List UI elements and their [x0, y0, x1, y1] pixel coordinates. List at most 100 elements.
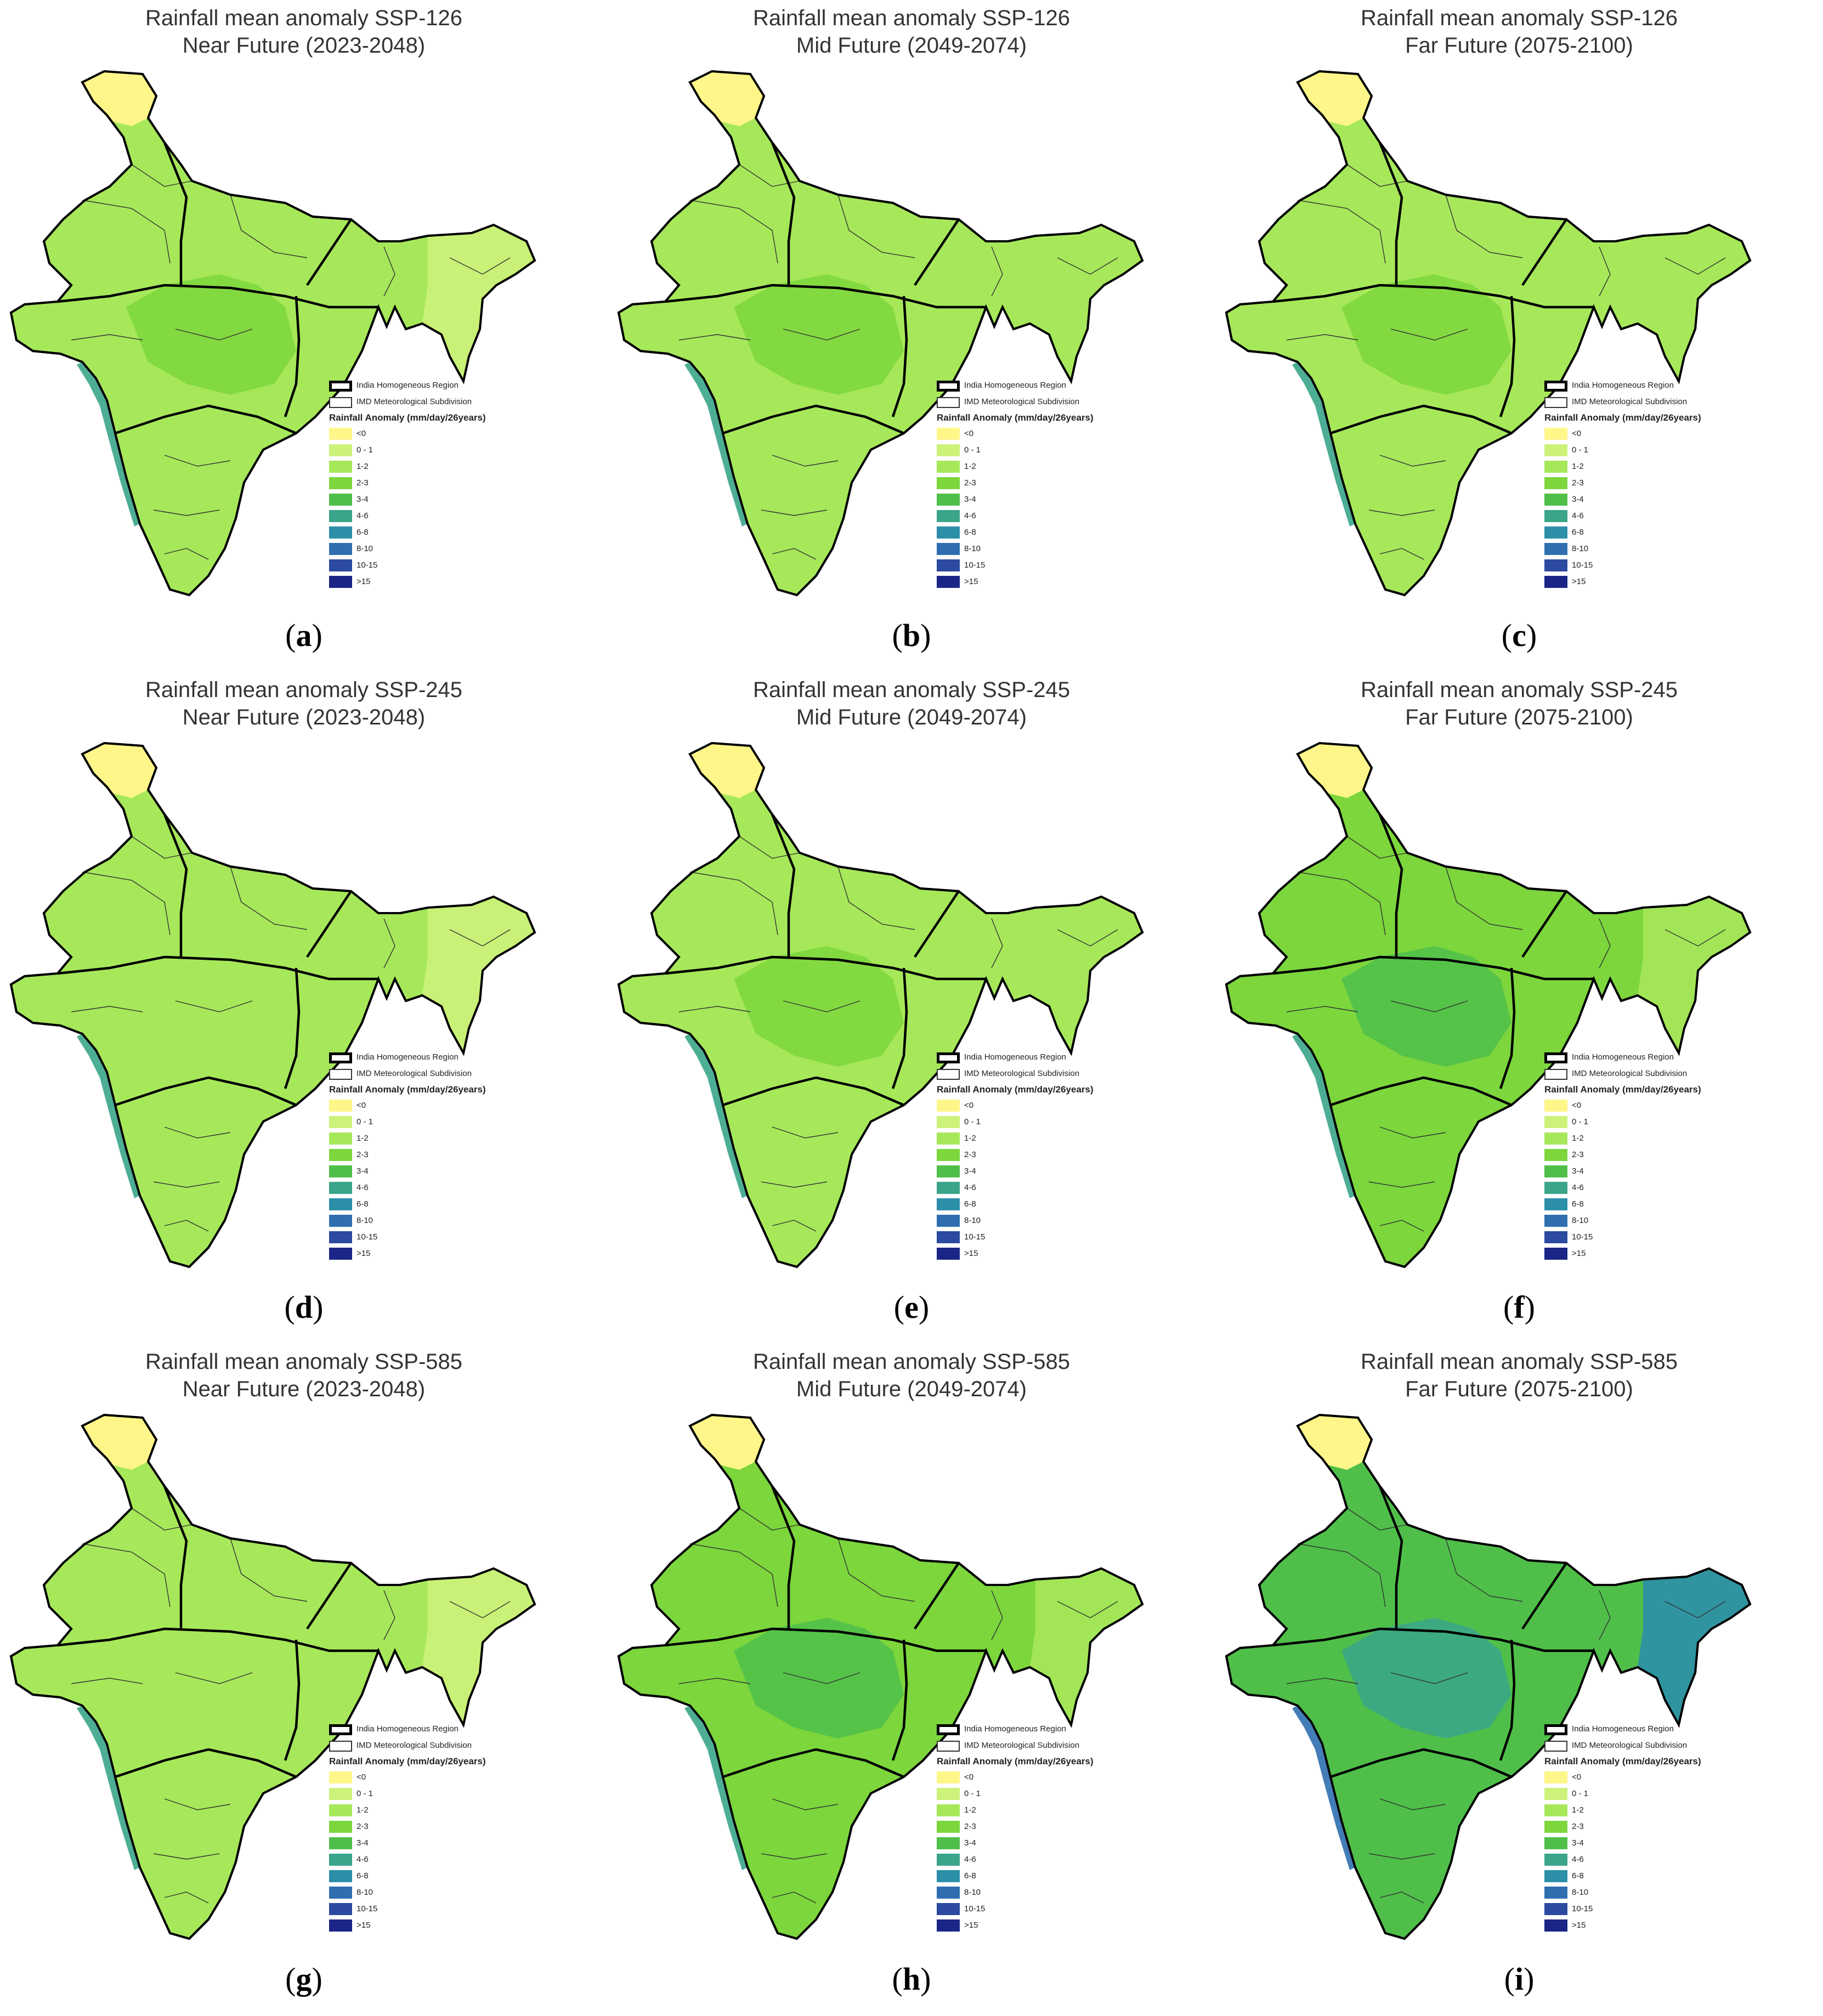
india-map-f — [1225, 741, 1752, 1269]
legend-class: 8-10 — [329, 541, 526, 557]
homogeneous-region-boundary — [1272, 1627, 1594, 1652]
legend-swatch — [1544, 543, 1567, 555]
legend-swatch — [329, 526, 352, 539]
legend-class: 0 - 1 — [937, 1786, 1134, 1802]
subdivision-boundary — [1599, 918, 1611, 969]
panel-title-line2: Far Future (2075-2100) — [1405, 1377, 1633, 1401]
legend-class-label: 6-8 — [356, 528, 369, 537]
legend-class: <0 — [937, 1097, 1134, 1114]
panel-title: Rainfall mean anomaly SSP-126 Mid Future … — [608, 4, 1215, 59]
subdivision-boundary — [991, 246, 1003, 297]
subdivision-boundary — [1057, 929, 1118, 947]
caption-open-paren: ( — [1504, 1961, 1515, 1997]
legend-swatch — [329, 428, 352, 440]
legend-class-label: 6-8 — [356, 1199, 369, 1209]
legend-class: >15 — [937, 1917, 1134, 1934]
subdivision-boundary — [1297, 1543, 1386, 1607]
subdivision-boundary — [131, 1508, 193, 1531]
northeast-anomaly — [1030, 1568, 1142, 1725]
legend-class-label: 0 - 1 — [1572, 445, 1589, 455]
map-legend: India Homogeneous Region IMD Meteorologic… — [937, 1721, 1134, 1934]
subdivision-boundary — [82, 871, 171, 936]
caption-letter: e — [904, 1289, 919, 1325]
legend-class-label: 0 - 1 — [356, 445, 373, 455]
legend-class: 1-2 — [937, 1130, 1134, 1147]
panel-title-line1: Rainfall mean anomaly SSP-126 — [752, 6, 1071, 30]
legend-swatch — [1544, 1215, 1567, 1227]
northeast-anomaly — [1030, 897, 1142, 1053]
legend-class-label: <0 — [964, 429, 974, 438]
northeast-anomaly — [1030, 225, 1142, 381]
legend-class: 2-3 — [937, 1147, 1134, 1163]
legend-class-label: 0 - 1 — [356, 1789, 373, 1798]
legend-swatch — [937, 1198, 960, 1210]
legend-class-label: 2-3 — [1572, 478, 1584, 488]
subdivision-boundary — [164, 548, 209, 560]
legend-class: 4-6 — [937, 508, 1134, 524]
map-panel-b: Rainfall mean anomaly SSP-126 Mid Future … — [608, 0, 1215, 672]
subdivision-boundary — [230, 866, 308, 930]
panel-title-line1: Rainfall mean anomaly SSP-245 — [145, 678, 463, 702]
legend-swatch — [937, 1903, 960, 1915]
northeast-anomaly — [422, 897, 535, 1053]
legend-class-label: 4-6 — [356, 1855, 369, 1864]
legend-swatch — [937, 1821, 960, 1833]
homogeneous-region-boundary — [914, 1562, 960, 1630]
legend-class: >15 — [329, 574, 526, 590]
legend-class-label: 0 - 1 — [1572, 1789, 1589, 1798]
legend-class: 10-15 — [1544, 1229, 1742, 1245]
subdivision-boundary — [1346, 836, 1408, 859]
legend-class-label: 6-8 — [964, 528, 976, 537]
legend-swatch — [937, 461, 960, 473]
legend-class: 0 - 1 — [1544, 1114, 1742, 1130]
central-india-anomaly — [126, 274, 296, 395]
legend-class-label: 4-6 — [1572, 511, 1584, 520]
region-boundary-swatch — [1544, 1724, 1567, 1735]
legend-swatch — [329, 1165, 352, 1177]
legend-swatch — [937, 1248, 960, 1260]
map-legend: India Homogeneous Region IMD Meteorologic… — [937, 1049, 1134, 1262]
subdivision-boundary — [71, 334, 143, 341]
legend-class-label: <0 — [356, 1101, 366, 1110]
legend-region-line: India Homogeneous Region — [329, 377, 526, 394]
subdivision-boundary — [1379, 1220, 1424, 1232]
legend-swatch — [1544, 1854, 1567, 1866]
legend-class: <0 — [1544, 1769, 1742, 1786]
homogeneous-region-boundary — [1521, 1562, 1567, 1630]
legend-swatch — [329, 1821, 352, 1833]
homogeneous-region-boundary — [665, 1627, 986, 1652]
legend-swatch — [1544, 461, 1567, 473]
map-layer — [1225, 70, 1752, 597]
homogeneous-region-boundary — [891, 1639, 908, 1761]
jammu-kashmir-anomaly — [690, 1415, 764, 1470]
legend-class: 1-2 — [329, 1802, 526, 1819]
legend-title: Rainfall Anomaly (mm/day/26years) — [1544, 412, 1701, 423]
india-map-h — [617, 1413, 1144, 1940]
northeast-anomaly — [422, 225, 535, 381]
map-layer — [1225, 741, 1752, 1269]
subdivision-boundary — [837, 194, 915, 258]
west-coast-anomaly — [77, 1706, 140, 1870]
panel-title: Rainfall mean anomaly SSP-585 Mid Future … — [608, 1348, 1215, 1403]
legend-class: 1-2 — [1544, 458, 1742, 475]
legend-class-label: 3-4 — [356, 1166, 369, 1176]
legend-class: <0 — [937, 1769, 1134, 1786]
legend-swatch — [1544, 1771, 1567, 1783]
panel-title-line1: Rainfall mean anomaly SSP-245 — [1360, 678, 1678, 702]
subdivision-boundary-swatch — [937, 1741, 960, 1752]
legend-region-line: India Homogeneous Region — [1544, 1721, 1742, 1737]
legend-class: 10-15 — [329, 1901, 526, 1917]
caption-close-paren: ) — [312, 618, 322, 653]
legend-swatch — [1544, 494, 1567, 506]
legend-region-label: India Homogeneous Region — [1572, 1724, 1674, 1734]
legend-class-label: 3-4 — [1572, 1838, 1584, 1848]
region-boundary-swatch — [937, 1724, 960, 1735]
map-layer — [617, 70, 1144, 597]
legend-class: 1-2 — [329, 458, 526, 475]
panel-title-line1: Rainfall mean anomaly SSP-585 — [752, 1350, 1071, 1374]
panel-caption: (i) — [1215, 1961, 1823, 1997]
legend-class: 10-15 — [937, 1901, 1134, 1917]
subdivision-boundary — [1390, 329, 1468, 341]
homogeneous-region-boundary — [115, 404, 297, 435]
legend-class-label: 10-15 — [1572, 1232, 1593, 1242]
